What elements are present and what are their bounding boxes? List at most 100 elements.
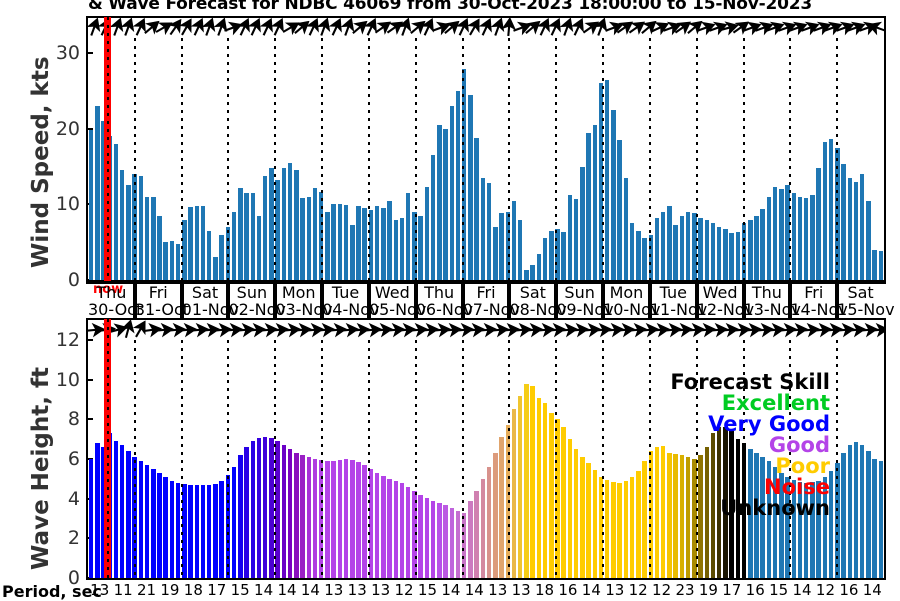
chart-bar	[605, 479, 610, 578]
day-date-label: 08-Nov	[509, 300, 567, 319]
chart-bar	[238, 455, 243, 578]
chart-bar	[256, 438, 262, 578]
chart-bar	[580, 457, 585, 578]
day-boundary	[273, 283, 278, 318]
wind-y-axis: 0 10 20 30	[0, 0, 93, 600]
chart-bar	[685, 211, 691, 280]
day-date-label: 09-Nov	[556, 300, 614, 319]
chart-bar	[816, 168, 821, 280]
chart-bar	[306, 196, 311, 280]
wind-direction-arrow	[429, 17, 451, 39]
wind-direction-arrow	[290, 17, 312, 39]
wind-direction-arrow	[613, 17, 635, 39]
midnight-gridline	[742, 340, 745, 578]
day-date-label: 11-Nov	[649, 300, 708, 319]
chart-bar	[374, 205, 380, 280]
wind-direction-arrow	[129, 319, 151, 341]
chart-bar	[399, 482, 405, 578]
chart-bar	[580, 166, 585, 280]
chart-bar	[337, 203, 343, 280]
chart-bar	[667, 205, 672, 280]
period-value: 14	[581, 581, 601, 599]
y-tick-label: 8	[67, 408, 80, 431]
legend-item-good: Good	[768, 433, 830, 457]
chart-bar	[791, 193, 797, 280]
midnight-gridline	[602, 340, 605, 578]
chart-bar	[194, 484, 200, 578]
period-axis-label: Period, sec	[2, 582, 102, 601]
day-boundary	[647, 283, 652, 318]
wind-direction-arrow	[417, 17, 439, 39]
chart-bar	[362, 464, 367, 578]
wind-direction-arrow	[498, 17, 520, 39]
chart-bar	[866, 200, 871, 280]
chart-bar	[766, 196, 772, 280]
chart-bar	[723, 427, 728, 578]
chart-bar	[231, 466, 237, 578]
chart-bar	[101, 121, 106, 280]
chart-bar	[536, 253, 542, 280]
midnight-gridline	[414, 38, 417, 280]
chart-bar	[119, 445, 125, 578]
wind-direction-arrow	[198, 17, 220, 39]
chart-bar	[555, 229, 560, 280]
page-title: & Wave Forecast for NDBC 46069 from 30-O…	[87, 0, 813, 14]
day-date-label: 02-Nov	[228, 300, 286, 319]
chart-bar	[517, 219, 523, 280]
wave-y-axis: 0 2 4 6 8 10 12	[0, 0, 93, 600]
chart-bar	[785, 185, 790, 280]
chart-bar	[356, 205, 361, 280]
chart-bar	[269, 438, 274, 578]
day-axis-strip	[86, 282, 886, 318]
wind-direction-arrow	[729, 17, 751, 39]
chart-bar	[598, 83, 604, 280]
chart-bar	[636, 470, 641, 578]
chart-bar	[810, 194, 815, 280]
chart-bar	[729, 233, 734, 280]
chart-bar	[772, 466, 778, 578]
chart-bar	[213, 483, 218, 578]
chart-bar	[374, 472, 380, 578]
chart-bar	[804, 198, 809, 280]
y-tick-mark	[86, 127, 93, 130]
day-name-label: Fri	[148, 283, 168, 302]
chart-bar	[424, 186, 430, 280]
y-tick-label: 20	[55, 117, 80, 140]
chart-bar	[723, 228, 728, 280]
wind-direction-arrow	[313, 17, 335, 39]
wind-direction-arrow	[233, 17, 255, 39]
period-value: 16	[839, 581, 859, 599]
chart-bar	[449, 507, 455, 578]
chart-bar	[499, 437, 504, 578]
period-value: 11	[113, 581, 133, 599]
wave-height-panel	[86, 318, 886, 580]
midnight-gridline	[274, 340, 277, 578]
wind-direction-arrows-top	[88, 17, 884, 39]
chart-bar	[791, 479, 797, 578]
day-date-label: 01-Nov	[181, 300, 239, 319]
chart-bar	[219, 480, 224, 578]
chart-bar	[188, 484, 193, 578]
period-value: 18	[183, 581, 203, 599]
chart-bar	[561, 232, 566, 280]
chart-bar	[343, 459, 349, 578]
legend-item-unknown: Unknown	[720, 496, 830, 520]
wind-day-separators	[88, 38, 884, 280]
chart-bar	[151, 196, 156, 280]
chart-bar	[200, 485, 206, 578]
midnight-gridline	[461, 340, 464, 578]
chart-bar	[262, 175, 268, 280]
chart-bar	[362, 208, 367, 280]
chart-bar	[530, 264, 535, 280]
y-tick-label: 12	[55, 329, 80, 351]
wave-direction-arrows	[88, 319, 884, 341]
chart-bar	[337, 460, 343, 578]
chart-bar	[660, 211, 666, 280]
wind-direction-arrow	[187, 17, 209, 39]
day-boundary	[507, 283, 512, 318]
chart-bar	[841, 453, 846, 578]
day-name-label: Sun	[236, 283, 268, 302]
legend-title: Forecast Skill	[670, 370, 830, 394]
chart-bar	[754, 215, 759, 280]
y-tick-label: 0	[67, 567, 80, 589]
